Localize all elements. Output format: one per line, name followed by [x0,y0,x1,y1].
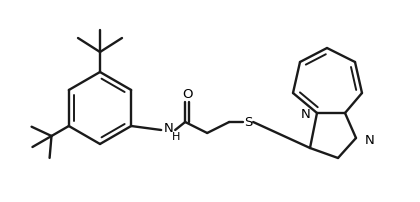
Text: N: N [365,134,375,146]
Text: H: H [172,132,181,142]
Text: O: O [182,88,192,101]
Text: S: S [244,116,252,128]
Text: N: N [300,108,310,121]
Text: N: N [164,122,174,136]
